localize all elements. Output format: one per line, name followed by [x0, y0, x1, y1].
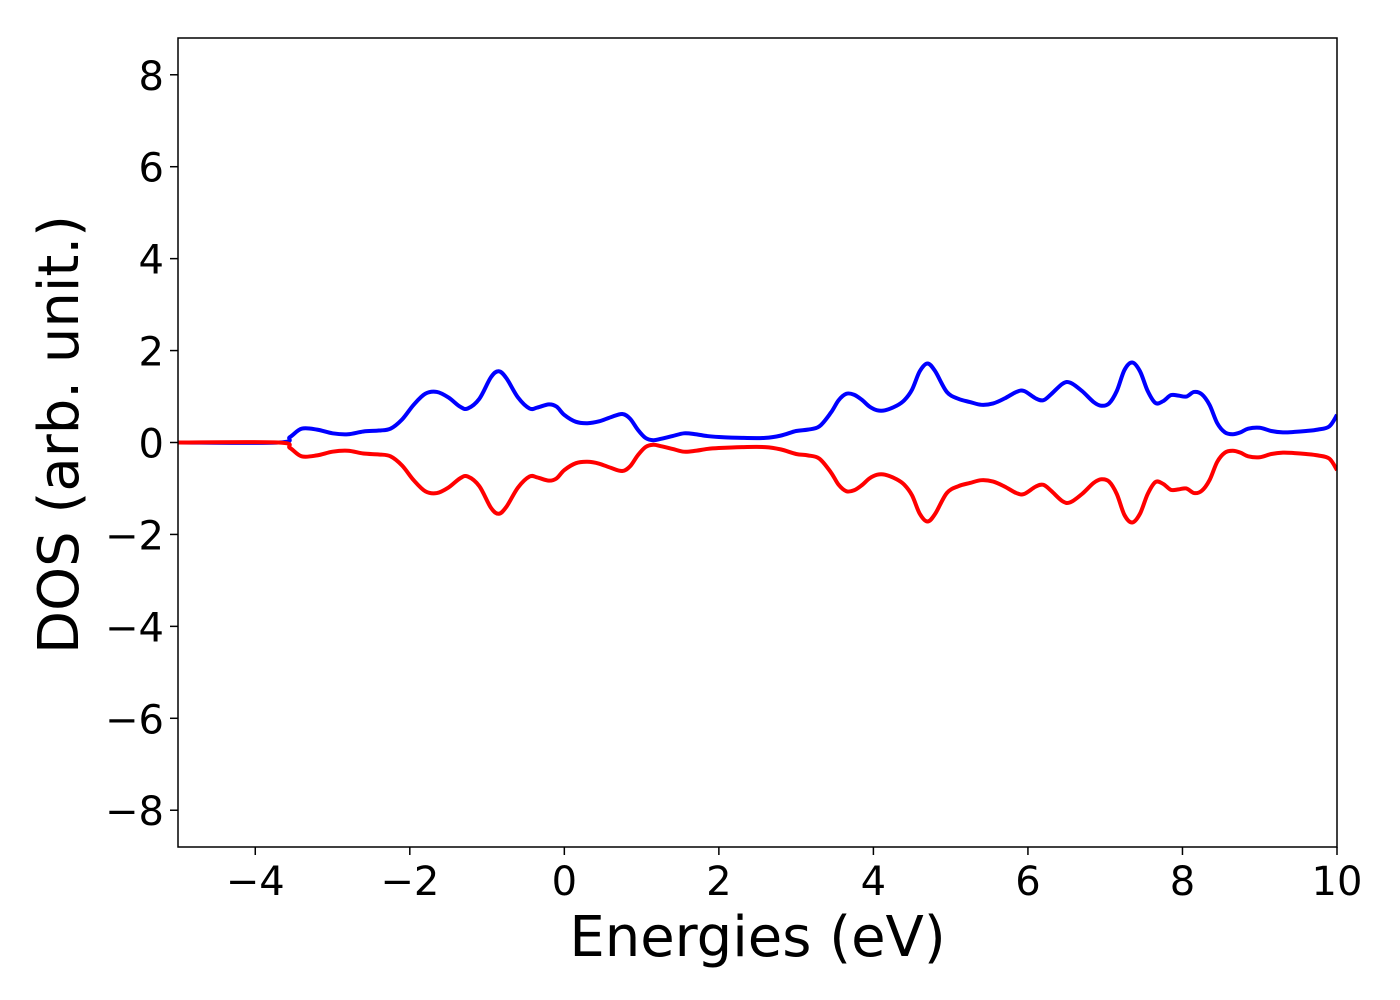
y-axis-title: DOS (arb. unit.): [27, 215, 92, 654]
plot-frame: [177, 37, 1338, 848]
x-axis-title: Energies (eV): [569, 905, 945, 970]
x-tick-label: 2: [706, 859, 731, 905]
y-tick-label: 6: [139, 146, 164, 192]
y-tick-label: 4: [139, 238, 164, 284]
series-line-negative: [178, 440, 1337, 525]
x-tick-label: 4: [861, 859, 886, 905]
x-tick-label: −2: [380, 859, 439, 905]
y-tick-label: 0: [139, 422, 164, 468]
x-tick-label: 0: [552, 859, 577, 905]
x-tick-label: 10: [1312, 859, 1363, 905]
x-tick-label: −4: [226, 859, 285, 905]
x-tick-label: 6: [1015, 859, 1040, 905]
y-tick-label: −6: [105, 697, 164, 743]
x-tick-label: 8: [1170, 859, 1195, 905]
y-tick-label: 8: [139, 54, 164, 100]
x-axis: −4 −2 0 2 4 6 8 10: [226, 847, 1363, 905]
y-tick-label: −2: [105, 513, 164, 559]
y-tick-label: −4: [105, 605, 164, 651]
plot-area: [178, 360, 1337, 525]
series-line-positive: [178, 360, 1337, 445]
y-tick-label: 2: [139, 330, 164, 376]
y-axis: 8 6 4 2 0 −2 −4 −6 −8: [105, 54, 178, 835]
y-tick-label: −8: [105, 789, 164, 835]
